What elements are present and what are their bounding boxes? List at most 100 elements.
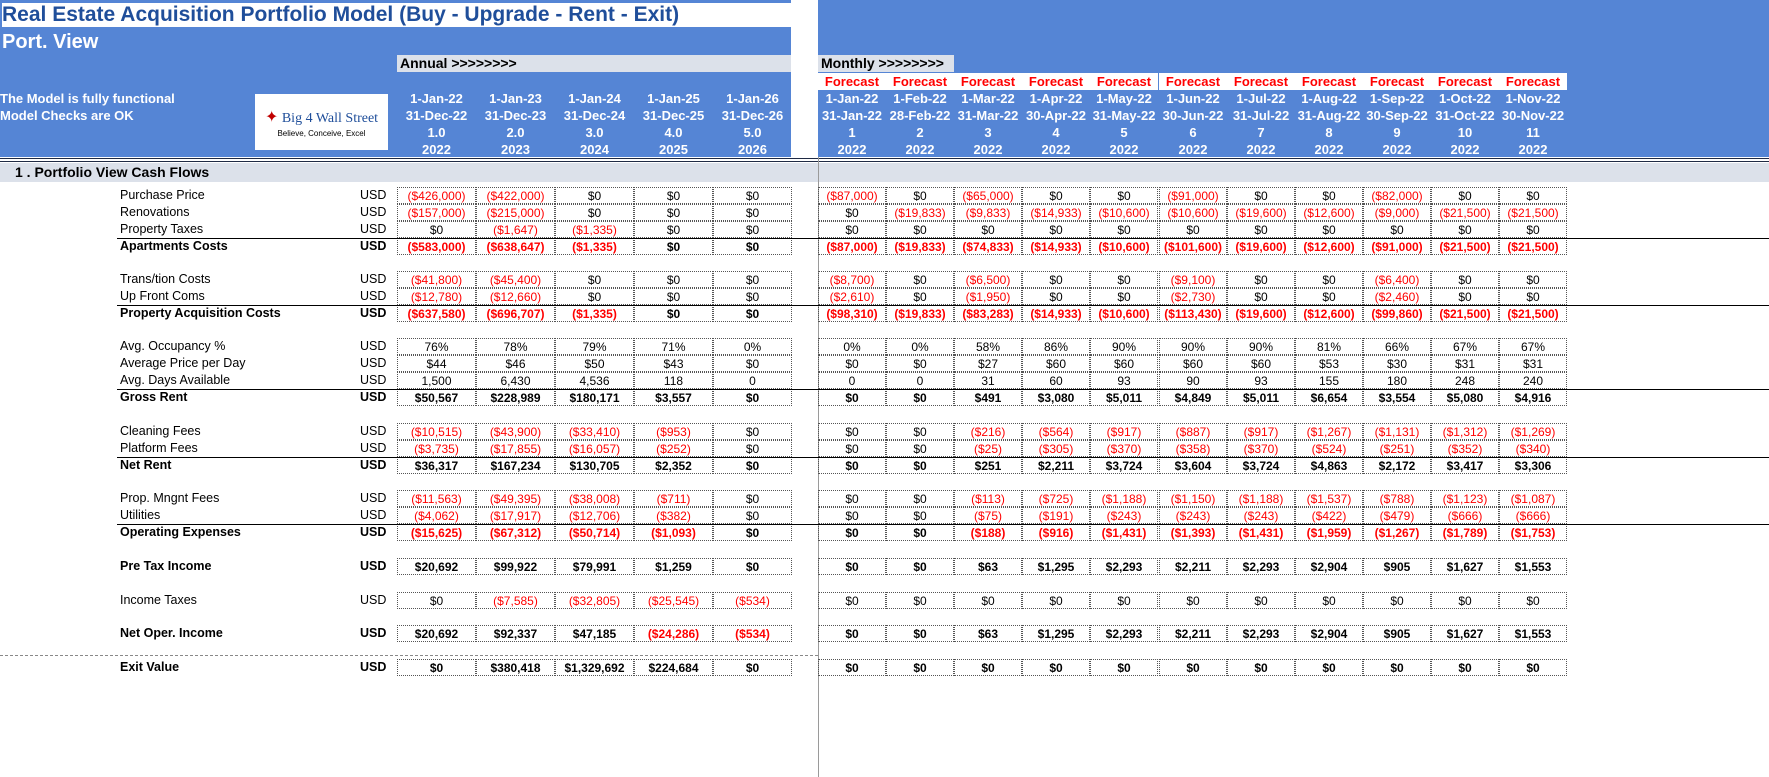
monthly-cell[interactable]: $60	[1090, 355, 1158, 372]
monthly-cell[interactable]: 67%	[1499, 338, 1567, 355]
annual-cell[interactable]: $99,922	[476, 558, 555, 575]
annual-cell[interactable]: ($32,805)	[555, 592, 634, 609]
annual-cell[interactable]: $47,185	[555, 625, 634, 642]
annual-cell[interactable]: ($382)	[634, 507, 713, 524]
annual-cell[interactable]: ($1,093)	[634, 524, 713, 541]
monthly-cell[interactable]: ($340)	[1499, 440, 1567, 457]
monthly-cell[interactable]: ($251)	[1363, 440, 1431, 457]
monthly-cell[interactable]: $5,011	[1090, 389, 1158, 406]
annual-cell[interactable]: 1,500	[397, 372, 476, 389]
monthly-cell[interactable]: ($243)	[1227, 507, 1295, 524]
annual-cell[interactable]: $0	[634, 204, 713, 221]
monthly-cell[interactable]: $0	[886, 288, 954, 305]
monthly-cell[interactable]: $3,604	[1159, 457, 1227, 474]
monthly-cell[interactable]: $0	[886, 423, 954, 440]
monthly-cell[interactable]: $5,011	[1227, 389, 1295, 406]
monthly-cell[interactable]: $0	[1295, 271, 1363, 288]
annual-cell[interactable]: ($12,706)	[555, 507, 634, 524]
monthly-cell[interactable]: ($19,833)	[886, 238, 954, 255]
monthly-cell[interactable]: $2,211	[1159, 558, 1227, 575]
monthly-cell[interactable]: $0	[1090, 271, 1158, 288]
monthly-cell[interactable]: $0	[818, 524, 886, 541]
monthly-cell[interactable]: $5,080	[1431, 389, 1499, 406]
monthly-cell[interactable]: $2,211	[1022, 457, 1090, 474]
monthly-cell[interactable]: $0	[1090, 288, 1158, 305]
annual-cell[interactable]: 118	[634, 372, 713, 389]
annual-cell[interactable]: $0	[713, 271, 792, 288]
annual-cell[interactable]: $46	[476, 355, 555, 372]
monthly-cell[interactable]: ($666)	[1499, 507, 1567, 524]
monthly-cell[interactable]: $0	[818, 389, 886, 406]
monthly-cell[interactable]: $0	[954, 659, 1022, 676]
annual-cell[interactable]: ($17,855)	[476, 440, 555, 457]
monthly-cell[interactable]: ($83,283)	[954, 305, 1022, 322]
annual-cell[interactable]: $0	[397, 592, 476, 609]
monthly-cell[interactable]: $2,211	[1159, 625, 1227, 642]
monthly-cell[interactable]: ($666)	[1431, 507, 1499, 524]
annual-cell[interactable]: ($43,900)	[476, 423, 555, 440]
annual-cell[interactable]: ($1,335)	[555, 238, 634, 255]
monthly-cell[interactable]: $0	[818, 507, 886, 524]
monthly-cell[interactable]: $1,627	[1431, 625, 1499, 642]
monthly-cell[interactable]: $27	[954, 355, 1022, 372]
monthly-cell[interactable]: $0	[818, 457, 886, 474]
monthly-cell[interactable]: ($10,600)	[1090, 238, 1158, 255]
annual-cell[interactable]: $0	[713, 288, 792, 305]
monthly-cell[interactable]: 66%	[1363, 338, 1431, 355]
monthly-cell[interactable]: ($14,933)	[1022, 204, 1090, 221]
monthly-cell[interactable]: $0	[1431, 187, 1499, 204]
monthly-cell[interactable]: ($87,000)	[818, 187, 886, 204]
monthly-cell[interactable]: ($358)	[1159, 440, 1227, 457]
monthly-cell[interactable]: ($725)	[1022, 490, 1090, 507]
annual-cell[interactable]: $1,259	[634, 558, 713, 575]
annual-cell[interactable]: 78%	[476, 338, 555, 355]
monthly-cell[interactable]: ($1,267)	[1295, 423, 1363, 440]
monthly-cell[interactable]: ($19,600)	[1227, 204, 1295, 221]
monthly-cell[interactable]: $0	[886, 389, 954, 406]
monthly-cell[interactable]: $0	[886, 221, 954, 238]
annual-cell[interactable]: ($426,000)	[397, 187, 476, 204]
monthly-cell[interactable]: $0	[1431, 271, 1499, 288]
annual-cell[interactable]: $43	[634, 355, 713, 372]
annual-cell[interactable]: $0	[634, 271, 713, 288]
monthly-cell[interactable]: ($10,600)	[1090, 305, 1158, 322]
annual-cell[interactable]: ($534)	[713, 625, 792, 642]
monthly-cell[interactable]: $0	[954, 592, 1022, 609]
monthly-cell[interactable]: ($1,267)	[1363, 524, 1431, 541]
annual-cell[interactable]: ($16,057)	[555, 440, 634, 457]
annual-cell[interactable]: ($11,563)	[397, 490, 476, 507]
annual-cell[interactable]: ($583,000)	[397, 238, 476, 255]
monthly-cell[interactable]: $60	[1022, 355, 1090, 372]
monthly-cell[interactable]: ($10,600)	[1159, 204, 1227, 221]
monthly-cell[interactable]: ($9,000)	[1363, 204, 1431, 221]
monthly-cell[interactable]: $0	[886, 271, 954, 288]
annual-cell[interactable]: ($50,714)	[555, 524, 634, 541]
monthly-cell[interactable]: ($564)	[1022, 423, 1090, 440]
monthly-cell[interactable]: ($74,833)	[954, 238, 1022, 255]
monthly-cell[interactable]: 90%	[1090, 338, 1158, 355]
monthly-cell[interactable]: $0	[1295, 288, 1363, 305]
annual-cell[interactable]: ($1,335)	[555, 305, 634, 322]
annual-cell[interactable]: $20,692	[397, 625, 476, 642]
monthly-cell[interactable]: ($1,312)	[1431, 423, 1499, 440]
monthly-cell[interactable]: ($1,950)	[954, 288, 1022, 305]
annual-cell[interactable]: ($17,917)	[476, 507, 555, 524]
monthly-cell[interactable]: $0	[818, 659, 886, 676]
monthly-cell[interactable]: ($191)	[1022, 507, 1090, 524]
annual-cell[interactable]: 6,430	[476, 372, 555, 389]
annual-cell[interactable]: $0	[634, 305, 713, 322]
annual-cell[interactable]: $180,171	[555, 389, 634, 406]
annual-cell[interactable]: ($157,000)	[397, 204, 476, 221]
annual-cell[interactable]: $380,418	[476, 659, 555, 676]
monthly-cell[interactable]: ($2,730)	[1159, 288, 1227, 305]
monthly-cell[interactable]: $3,724	[1090, 457, 1158, 474]
monthly-cell[interactable]: $2,293	[1227, 625, 1295, 642]
monthly-cell[interactable]: 240	[1499, 372, 1567, 389]
monthly-cell[interactable]: 0%	[886, 338, 954, 355]
monthly-cell[interactable]: $0	[1431, 221, 1499, 238]
monthly-cell[interactable]: $0	[886, 659, 954, 676]
annual-cell[interactable]: $130,705	[555, 457, 634, 474]
annual-cell[interactable]: $20,692	[397, 558, 476, 575]
monthly-cell[interactable]: $0	[818, 592, 886, 609]
monthly-cell[interactable]: ($12,600)	[1295, 305, 1363, 322]
